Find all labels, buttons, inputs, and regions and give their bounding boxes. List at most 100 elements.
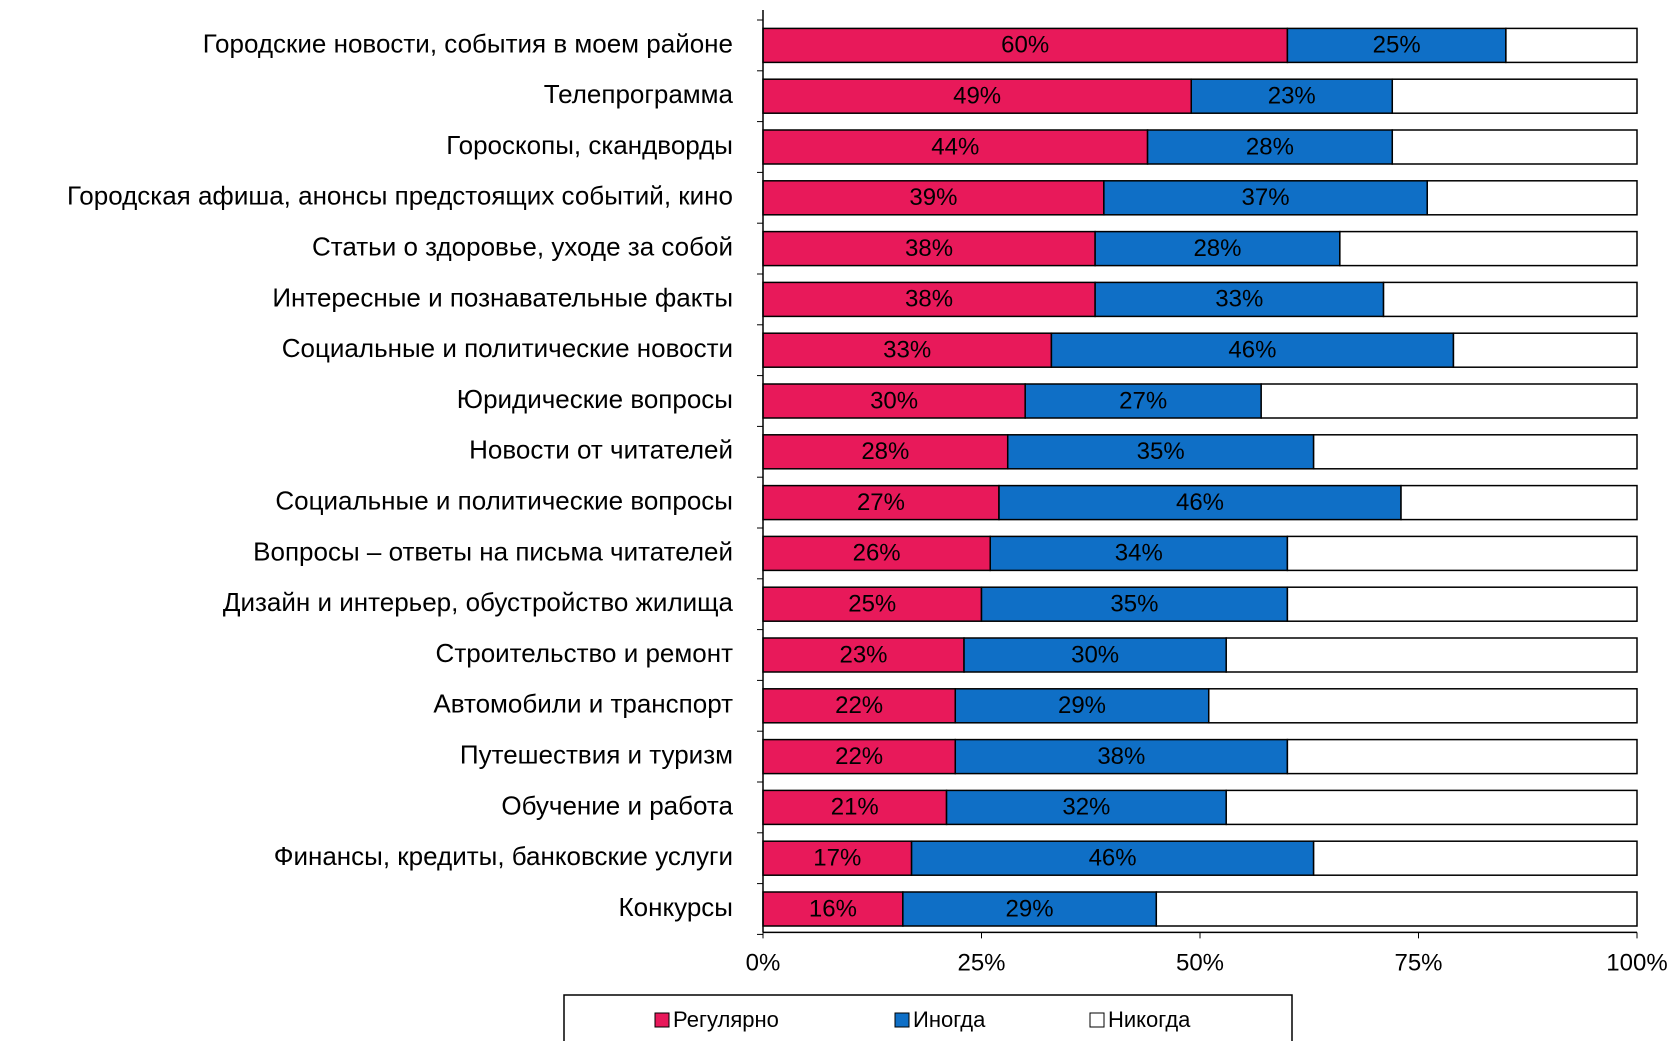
legend-marker [654,1012,670,1028]
bar-segment [1006,434,1315,470]
value-label: 39% [909,184,957,211]
bar-segment [762,27,1289,64]
bar-segment [1286,738,1638,775]
bar-segment [1312,840,1638,876]
bar-segment [762,78,1193,114]
value-label: 49% [953,83,1001,110]
x-tick-label: 100% [1606,950,1667,977]
value-label: 34% [1115,540,1163,567]
y-tick-label: Социальные и политические вопросы [275,485,733,515]
bar-segment [954,688,1210,724]
y-tick-label: Финансы, кредиты, банковские услуги [274,841,733,871]
bar-segment [762,484,1000,521]
value-label: 30% [1071,641,1119,668]
x-tick-label: 0% [746,950,781,977]
legend-label: Никогда [1108,1007,1191,1032]
x-tick-label: 25% [957,950,1005,977]
legend-box [563,994,1293,1041]
bar-segment [1094,281,1385,318]
value-label: 25% [848,591,896,618]
value-label: 28% [861,438,909,465]
bar-segment [1225,637,1638,673]
bar-segment [1155,891,1638,927]
bar-segment [1286,535,1638,572]
value-label: 26% [853,540,901,567]
value-label: 23% [1268,83,1316,110]
value-label: 21% [831,794,879,821]
value-label: 16% [809,895,857,922]
value-label: 28% [1193,235,1241,262]
value-label: 38% [905,235,953,262]
bar-segment [998,484,1402,521]
value-label: 33% [883,337,931,364]
bar-segment [1024,383,1262,419]
bar-segment [1225,789,1638,826]
value-label: 28% [1246,133,1294,160]
value-label: 33% [1215,286,1263,313]
value-label: 35% [1137,438,1185,465]
bar-segment [1050,332,1455,368]
value-label: 32% [1062,794,1110,821]
bar-segment [1391,129,1638,165]
y-tick-label: Вопросы – ответы на письма читателей [253,536,733,566]
bar-segment [1426,180,1638,216]
value-label: 46% [1228,337,1276,364]
value-label: 46% [1089,845,1137,872]
y-tick-label: Городская афиша, анонсы предстоящих собы… [67,181,733,211]
bar-segment [1286,27,1507,64]
value-label: 27% [857,489,905,516]
bar-segment [1391,78,1638,114]
value-label: 35% [1110,591,1158,618]
legend-label: Регулярно [673,1007,779,1032]
y-tick-label: Гороскопы, скандворды [446,130,733,160]
y-tick-label: Статьи о здоровье, уходе за собой [312,231,733,261]
value-label: 25% [1373,32,1421,59]
legend-marker [894,1012,910,1028]
y-tick-label: Интересные и познавательные факты [272,282,733,312]
x-tick-label: 50% [1176,950,1224,977]
y-tick-label: Юридические вопросы [457,384,733,414]
value-label: 38% [1097,743,1145,770]
value-label: 22% [835,692,883,719]
bar-segment [1400,484,1638,521]
bar-segment [762,129,1149,165]
bar-segment [1103,180,1428,216]
bar-segment [1452,332,1638,368]
bar-segment [762,332,1053,368]
bar-segment [1505,27,1638,64]
y-tick-label: Конкурсы [619,892,734,922]
value-label: 17% [813,845,861,872]
value-label: 29% [1058,692,1106,719]
x-tick-label: 75% [1394,950,1442,977]
bar-segment [762,891,904,927]
value-label: 29% [1006,895,1054,922]
y-tick-label: Обучение и работа [501,790,733,820]
y-tick-label: Телепрограмма [544,79,734,109]
y-tick-label: Автомобили и транспорт [433,689,733,719]
bar-segment [1260,383,1638,419]
value-label: 37% [1242,184,1290,211]
value-label: 27% [1119,387,1167,414]
bar-segment [762,180,1105,216]
value-label: 60% [1001,32,1049,59]
bar-segment [902,891,1158,927]
value-label: 30% [870,387,918,414]
bar-segment [1207,688,1638,724]
value-label: 23% [839,641,887,668]
bar-segment [1312,434,1638,470]
bar-segment [1339,230,1638,267]
bar-segment [910,840,1315,876]
bar-segment [762,586,983,622]
y-tick-label: Дизайн и интерьер, обустройство жилища [223,587,734,617]
y-tick-label: Социальные и политические новости [282,333,733,363]
bar-segment [762,789,948,826]
bar-segment [1382,281,1638,318]
bar-segment [762,637,965,673]
bar-segment [989,535,1289,572]
y-tick-label: Строительство и ремонт [436,638,734,668]
y-tick-label: Городские новости, события в моем районе [203,28,733,58]
bar-segment [1286,586,1638,622]
bar-segment [762,535,991,572]
value-label: 38% [905,286,953,313]
